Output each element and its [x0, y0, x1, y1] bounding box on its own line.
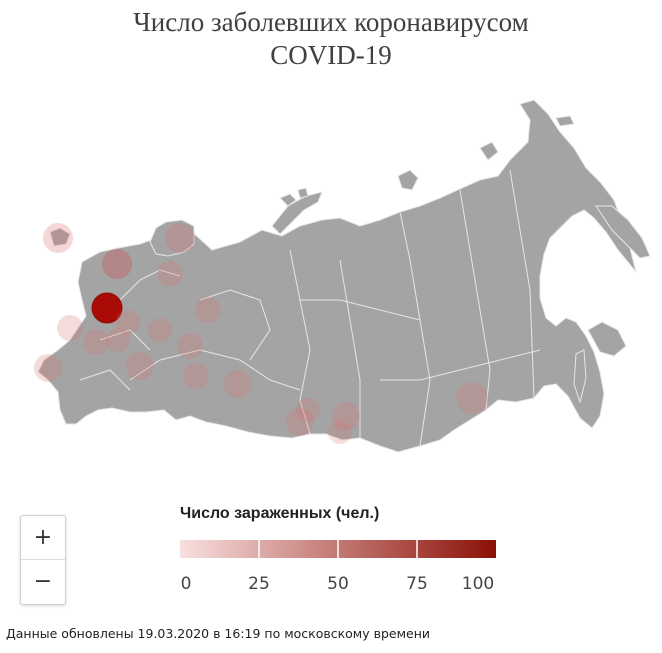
- marker-kaliningrad[interactable]: [43, 223, 73, 253]
- marker-moscow[interactable]: [91, 292, 123, 324]
- zoom-control: + −: [20, 515, 66, 605]
- marker-saint-petersburg[interactable]: [102, 249, 132, 279]
- russia-mainland: [37, 99, 637, 453]
- legend-tick-25: 25: [248, 574, 270, 594]
- legend-tick-50: 50: [327, 574, 349, 594]
- severnaya-zemlya: [397, 169, 419, 191]
- marker-bryansk[interactable]: [83, 329, 109, 355]
- marker-nizhny-novgorod[interactable]: [148, 318, 172, 342]
- russia-landmass: [37, 99, 651, 453]
- new-siberian-islands: [479, 141, 499, 161]
- kaliningrad: [49, 227, 71, 247]
- marker-kazan[interactable]: [177, 333, 203, 359]
- novaya-zemlya: [271, 191, 323, 235]
- marker-novosibirsk[interactable]: [286, 408, 314, 436]
- marker-karelia[interactable]: [157, 261, 183, 287]
- marker-tula[interactable]: [106, 328, 130, 352]
- franz-josef-land-2: [297, 187, 309, 199]
- map-title-line2: COVID-19: [270, 40, 392, 70]
- update-timestamp: Данные обновлены 19.03.2020 в 16:19 по м…: [6, 626, 431, 641]
- legend-color-scale: [180, 540, 496, 558]
- marker-murmansk[interactable]: [165, 223, 195, 253]
- marker-komi[interactable]: [195, 297, 221, 323]
- kamchatka: [587, 321, 627, 357]
- marker-irkutsk[interactable]: [328, 420, 352, 444]
- legend-title: Число зараженных (чел.): [180, 505, 380, 522]
- marker-krasnodar[interactable]: [34, 354, 62, 382]
- chukotka: [595, 205, 651, 259]
- sakhalin: [573, 349, 587, 404]
- marker-yekaterinburg[interactable]: [224, 370, 252, 398]
- legend-tick-100: 100: [461, 574, 495, 594]
- zoom-in-button[interactable]: +: [33, 525, 53, 550]
- map-title: Число заболевших коронавирусом COVID-19: [0, 6, 662, 72]
- legend-tick-0: 0: [180, 574, 192, 594]
- marker-samara[interactable]: [183, 363, 209, 389]
- marker-krasnoyarsk[interactable]: [332, 402, 360, 430]
- kola-peninsula: [149, 219, 195, 257]
- marker-smolensk[interactable]: [57, 315, 83, 341]
- region-borders: [79, 169, 541, 447]
- marker-kaluga[interactable]: [116, 310, 140, 334]
- case-markers: [34, 223, 488, 444]
- franz-josef-land: [279, 193, 297, 207]
- marker-kemerovo[interactable]: [296, 398, 320, 422]
- wrangel-island: [555, 115, 575, 127]
- marker-voronezh[interactable]: [126, 352, 154, 380]
- map-title-line1: Число заболевших коронавирусом: [133, 7, 529, 37]
- zoom-out-button[interactable]: −: [21, 559, 65, 603]
- legend-tick-75: 75: [406, 574, 428, 594]
- marker-khabarovsk[interactable]: [456, 382, 488, 414]
